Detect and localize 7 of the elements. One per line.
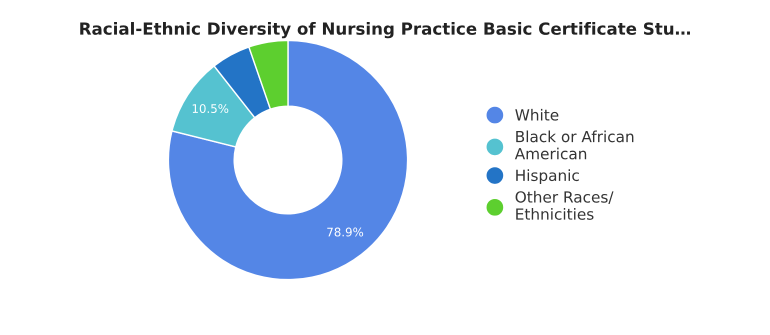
legend-label: White [515, 108, 558, 121]
legend-label: Black or African American [514, 130, 634, 160]
data-label: 78.9% [327, 228, 364, 236]
chart-title: Racial-Ethnic Diversity of Nursing Practice Basic Certificate Stu… [80, 22, 690, 38]
legend-label: Hispanic [516, 169, 579, 184]
legend-label: Other Races/ Ethnicities [516, 190, 614, 220]
data-label: 10.5% [192, 104, 228, 114]
